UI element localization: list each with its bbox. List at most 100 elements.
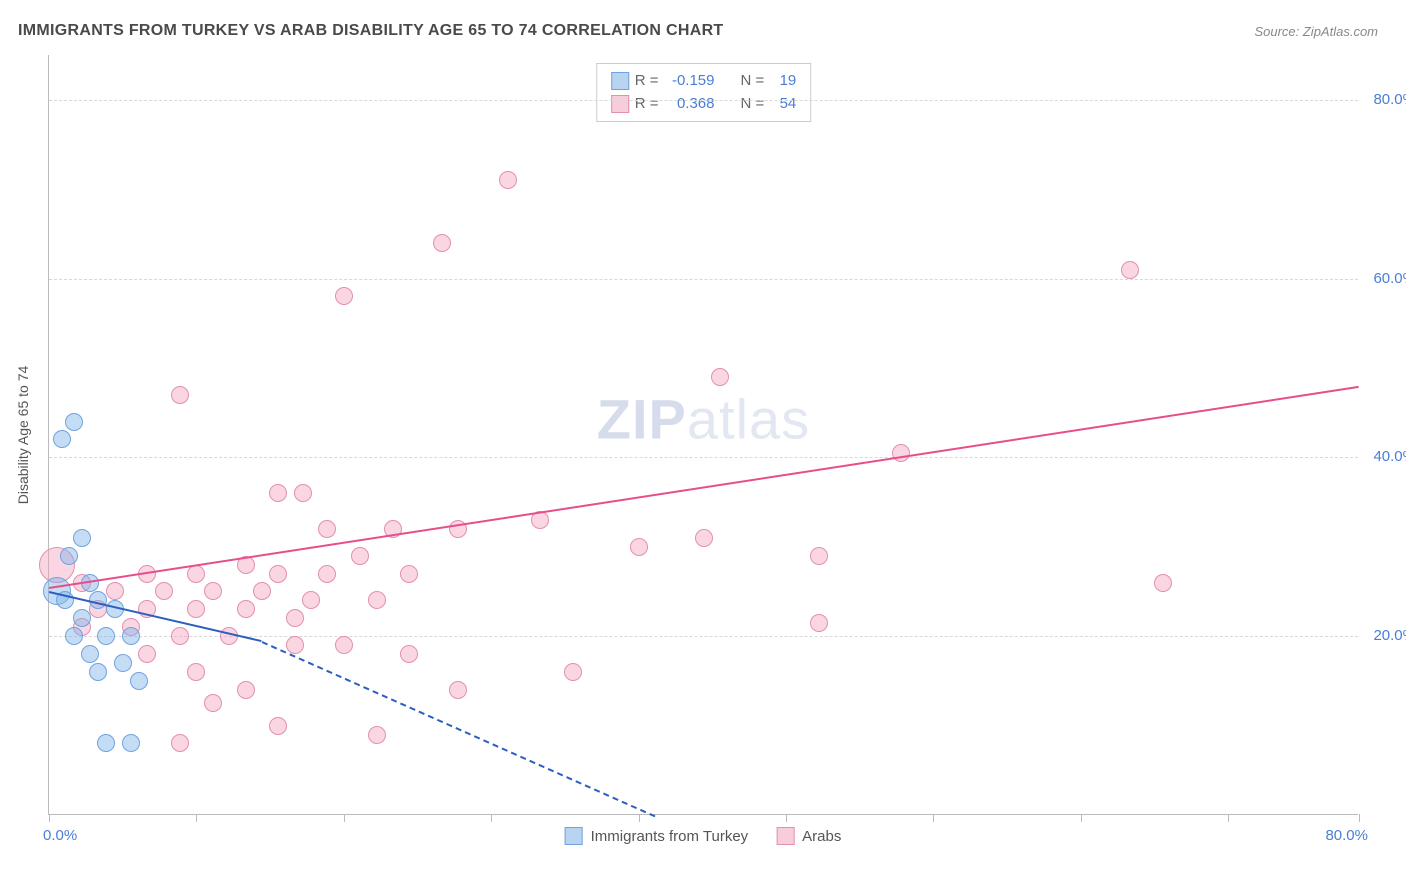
data-point xyxy=(97,627,115,645)
chart-area: Disability Age 65 to 74 ZIPatlas R = -0.… xyxy=(48,55,1358,815)
legend-r-label: R = xyxy=(635,70,659,93)
y-tick-label: 20.0% xyxy=(1373,627,1406,644)
data-point xyxy=(65,627,83,645)
data-point xyxy=(171,386,189,404)
data-point xyxy=(237,681,255,699)
gridline xyxy=(49,457,1358,458)
data-point xyxy=(400,645,418,663)
data-point xyxy=(302,591,320,609)
scatter-plot: Disability Age 65 to 74 ZIPatlas R = -0.… xyxy=(48,55,1358,815)
x-tick-mark xyxy=(1228,814,1229,822)
legend-swatch xyxy=(776,827,794,845)
data-point xyxy=(630,538,648,556)
data-point xyxy=(695,529,713,547)
data-point xyxy=(171,734,189,752)
data-point xyxy=(269,717,287,735)
correlation-legend: R = -0.159 N = 19R = 0.368N = 54 xyxy=(596,63,812,122)
legend-item: Immigrants from Turkey xyxy=(565,827,749,845)
data-point xyxy=(187,663,205,681)
data-point xyxy=(286,636,304,654)
legend-swatch xyxy=(565,827,583,845)
legend-swatch xyxy=(611,72,629,90)
watermark: ZIPatlas xyxy=(597,387,810,452)
legend-n-value: 19 xyxy=(770,70,796,93)
data-point xyxy=(81,645,99,663)
data-point xyxy=(130,672,148,690)
data-point xyxy=(114,654,132,672)
data-point xyxy=(53,430,71,448)
data-point xyxy=(122,627,140,645)
x-tick-label: 80.0% xyxy=(1325,827,1368,844)
data-point xyxy=(253,582,271,600)
data-point xyxy=(400,565,418,583)
data-point xyxy=(269,484,287,502)
data-point xyxy=(351,547,369,565)
data-point xyxy=(73,609,91,627)
data-point xyxy=(73,529,91,547)
data-point xyxy=(1154,574,1172,592)
legend-item: Arabs xyxy=(776,827,841,845)
legend-n-label: N = xyxy=(741,93,765,116)
series-legend: Immigrants from Turkey Arabs xyxy=(565,827,842,845)
x-tick-mark xyxy=(1081,814,1082,822)
y-axis-label: Disability Age 65 to 74 xyxy=(15,365,31,504)
legend-r-value: -0.159 xyxy=(665,70,715,93)
x-tick-mark xyxy=(196,814,197,822)
data-point xyxy=(368,591,386,609)
data-point xyxy=(499,171,517,189)
data-point xyxy=(138,645,156,663)
x-tick-mark xyxy=(639,814,640,822)
data-point xyxy=(433,234,451,252)
data-point xyxy=(810,547,828,565)
data-point xyxy=(711,368,729,386)
legend-swatch xyxy=(611,95,629,113)
x-tick-mark xyxy=(491,814,492,822)
legend-n-value: 54 xyxy=(770,93,796,116)
data-point xyxy=(335,636,353,654)
legend-r-label: R = xyxy=(635,93,659,116)
data-point xyxy=(269,565,287,583)
data-point xyxy=(564,663,582,681)
data-point xyxy=(106,582,124,600)
data-point xyxy=(65,413,83,431)
trend-line xyxy=(261,641,655,817)
source-label: Source: ZipAtlas.com xyxy=(1254,24,1378,39)
data-point xyxy=(204,582,222,600)
data-point xyxy=(97,734,115,752)
trend-line xyxy=(49,386,1359,589)
watermark-atlas: atlas xyxy=(687,388,810,451)
data-point xyxy=(187,600,205,618)
legend-row: R = -0.159 N = 19 xyxy=(611,70,797,93)
chart-title: IMMIGRANTS FROM TURKEY VS ARAB DISABILIT… xyxy=(18,22,724,40)
data-point xyxy=(89,663,107,681)
y-tick-label: 60.0% xyxy=(1373,270,1406,287)
gridline xyxy=(49,279,1358,280)
data-point xyxy=(60,547,78,565)
data-point xyxy=(171,627,189,645)
data-point xyxy=(810,614,828,632)
data-point xyxy=(122,734,140,752)
y-tick-label: 80.0% xyxy=(1373,91,1406,108)
data-point xyxy=(237,600,255,618)
x-tick-mark xyxy=(786,814,787,822)
legend-n-label: N = xyxy=(741,70,765,93)
data-point xyxy=(155,582,173,600)
x-tick-mark xyxy=(933,814,934,822)
data-point xyxy=(318,565,336,583)
gridline xyxy=(49,100,1358,101)
legend-label: Arabs xyxy=(802,828,841,845)
watermark-zip: ZIP xyxy=(597,388,687,451)
x-tick-mark xyxy=(344,814,345,822)
data-point xyxy=(449,681,467,699)
data-point xyxy=(335,287,353,305)
data-point xyxy=(286,609,304,627)
legend-row: R = 0.368N = 54 xyxy=(611,93,797,116)
x-tick-mark xyxy=(1359,814,1360,822)
y-tick-label: 40.0% xyxy=(1373,448,1406,465)
legend-label: Immigrants from Turkey xyxy=(591,828,749,845)
x-tick-mark xyxy=(49,814,50,822)
data-point xyxy=(318,520,336,538)
data-point xyxy=(1121,261,1139,279)
data-point xyxy=(294,484,312,502)
data-point xyxy=(368,726,386,744)
